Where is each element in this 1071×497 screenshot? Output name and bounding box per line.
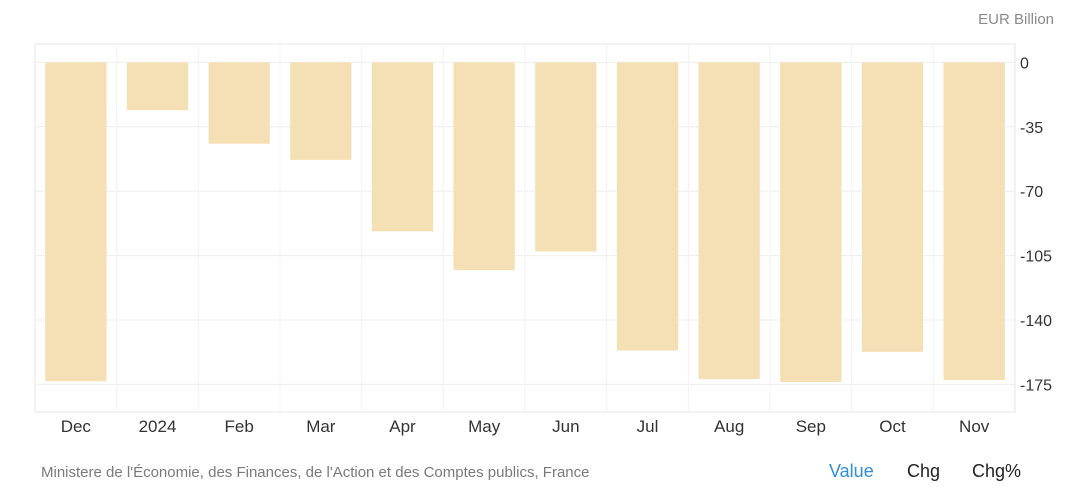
toggle-chg-button[interactable]: Chg <box>907 461 941 481</box>
chart-footer: Ministere de l'Économie, des Finances, d… <box>0 458 1071 488</box>
bar-dec <box>45 62 107 382</box>
x-tick-label: Jul <box>637 417 659 436</box>
gridlines <box>34 43 1016 413</box>
bar-2024 <box>126 62 189 111</box>
x-tick-label: Aug <box>714 417 744 436</box>
x-tick-label: Nov <box>959 417 990 436</box>
x-tick-label: May <box>468 417 501 436</box>
y-tick-label: 0 <box>1020 55 1029 72</box>
bar-nov <box>943 62 1005 380</box>
x-tick-label: Sep <box>796 417 826 436</box>
bar-mar <box>290 62 352 160</box>
toggle-value-button[interactable]: Value <box>829 461 874 481</box>
x-tick-label: Feb <box>225 417 254 436</box>
bar-jul <box>616 62 679 351</box>
bar-oct <box>861 62 924 352</box>
bar-sep <box>780 62 842 383</box>
y-tick-label: -175 <box>1020 377 1052 394</box>
y-tick-label: -105 <box>1020 249 1052 266</box>
bars <box>45 62 1005 383</box>
x-tick-label: Oct <box>879 417 906 436</box>
y-tick-label: -70 <box>1020 184 1043 201</box>
x-tick-label: Mar <box>306 417 336 436</box>
x-tick-label: Jun <box>552 417 579 436</box>
y-axis-ticks: 0 -35 -70 -105 -140 -175 <box>1020 55 1052 394</box>
bar-may <box>453 62 515 271</box>
unit-label: EUR Billion <box>978 11 1054 28</box>
toggle-chg-percent-button[interactable]: Chg% <box>972 461 1022 481</box>
source-text: Ministere de l'Économie, des Finances, d… <box>41 464 590 481</box>
bar-chart: EUR Billion 0 -35 -70 -105 -140 -175 Dec 2024 F… <box>34 11 1054 436</box>
x-axis-ticks: Dec 2024 Feb Mar Apr May Jun Jul Aug Sep Oct Nov <box>61 417 990 436</box>
x-tick-label: Dec <box>61 417 92 436</box>
y-tick-label: -140 <box>1020 313 1052 330</box>
bar-feb <box>208 62 270 144</box>
x-tick-label: 2024 <box>139 417 177 436</box>
bar-aug <box>698 62 760 380</box>
bar-jun <box>535 62 597 252</box>
x-tick-label: Apr <box>389 417 416 436</box>
y-tick-label: -35 <box>1020 120 1043 137</box>
bar-apr <box>371 62 434 232</box>
